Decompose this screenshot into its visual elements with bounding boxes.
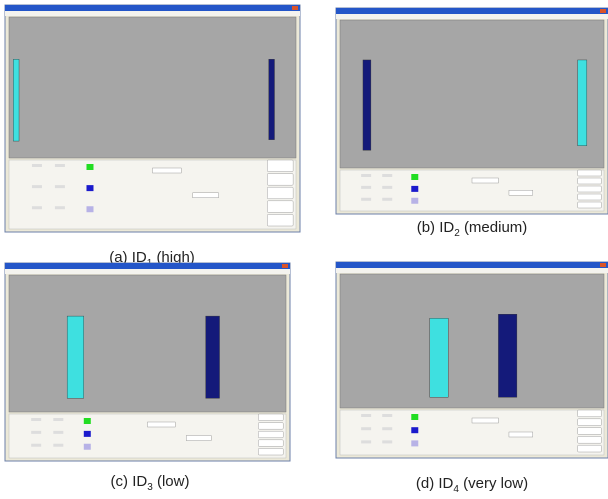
button	[578, 202, 602, 208]
dropdown	[472, 178, 498, 183]
canvas	[340, 20, 604, 168]
button	[267, 160, 293, 172]
target-bar	[269, 59, 275, 139]
title-bar	[336, 8, 608, 14]
button	[578, 170, 602, 176]
field	[32, 185, 42, 188]
button	[267, 214, 293, 226]
canvas	[9, 275, 286, 412]
field	[361, 440, 371, 443]
field	[361, 186, 371, 189]
title-bar	[5, 263, 290, 269]
legend-swatch	[411, 186, 418, 192]
figure: (a) ID1 (high) (b) ID2 (medium) (c) ID3 …	[0, 0, 608, 499]
field	[361, 414, 371, 417]
target-bar	[206, 316, 220, 398]
button	[267, 174, 293, 186]
legend-swatch	[84, 444, 91, 450]
field	[55, 164, 65, 167]
dropdown	[153, 168, 182, 173]
dropdown	[509, 432, 533, 437]
caption: (d) ID4 (very low)	[416, 475, 528, 495]
legend-swatch	[86, 164, 93, 170]
field	[382, 186, 392, 189]
legend-swatch	[86, 185, 93, 191]
legend-swatch	[411, 440, 418, 446]
field	[55, 206, 65, 209]
field	[382, 427, 392, 430]
legend-swatch	[411, 174, 418, 180]
control-panel	[340, 410, 604, 455]
field	[31, 444, 41, 447]
target-bar	[67, 316, 84, 398]
button	[578, 410, 602, 417]
target-bar	[498, 314, 516, 397]
button	[578, 436, 602, 443]
field	[361, 427, 371, 430]
close-button	[600, 263, 606, 267]
dropdown	[186, 436, 211, 441]
dropdown	[193, 193, 219, 198]
menu-bar	[5, 269, 290, 274]
canvas	[9, 17, 296, 158]
field	[382, 174, 392, 177]
legend-swatch	[84, 431, 91, 437]
legend-swatch	[411, 427, 418, 433]
dropdown	[509, 190, 533, 195]
button	[578, 178, 602, 184]
field	[382, 440, 392, 443]
field	[32, 164, 42, 167]
canvas	[340, 274, 604, 408]
field	[53, 444, 63, 447]
legend-swatch	[411, 414, 418, 420]
field	[53, 431, 63, 434]
button	[258, 448, 283, 455]
button	[578, 194, 602, 200]
legend-swatch	[411, 198, 418, 204]
button	[258, 414, 283, 421]
field	[382, 414, 392, 417]
caption: (c) ID3 (low)	[111, 473, 190, 493]
field	[31, 418, 41, 421]
legend-swatch	[86, 206, 93, 212]
target-bar	[363, 60, 371, 150]
button	[258, 431, 283, 438]
button	[578, 445, 602, 452]
button	[578, 419, 602, 426]
close-button	[282, 264, 288, 268]
dropdown	[472, 418, 498, 423]
field	[31, 431, 41, 434]
button	[258, 440, 283, 447]
control-panel	[9, 414, 286, 458]
field	[382, 198, 392, 201]
caption: (b) ID2 (medium)	[417, 219, 528, 239]
field	[55, 185, 65, 188]
field	[32, 206, 42, 209]
menu-bar	[336, 268, 608, 273]
button	[267, 201, 293, 213]
menu-bar	[5, 11, 300, 16]
field	[361, 198, 371, 201]
close-button	[292, 6, 298, 10]
control-panel	[340, 170, 604, 211]
button	[578, 428, 602, 435]
button	[267, 187, 293, 199]
target-bar	[578, 60, 587, 146]
title-bar	[336, 262, 608, 268]
legend-swatch	[84, 418, 91, 424]
target-bar	[13, 59, 19, 141]
close-button	[600, 9, 606, 13]
target-bar	[430, 318, 448, 397]
field	[53, 418, 63, 421]
button	[578, 186, 602, 192]
field	[361, 174, 371, 177]
title-bar	[5, 5, 300, 11]
dropdown	[148, 422, 176, 427]
menu-bar	[336, 14, 608, 19]
button	[258, 423, 283, 430]
